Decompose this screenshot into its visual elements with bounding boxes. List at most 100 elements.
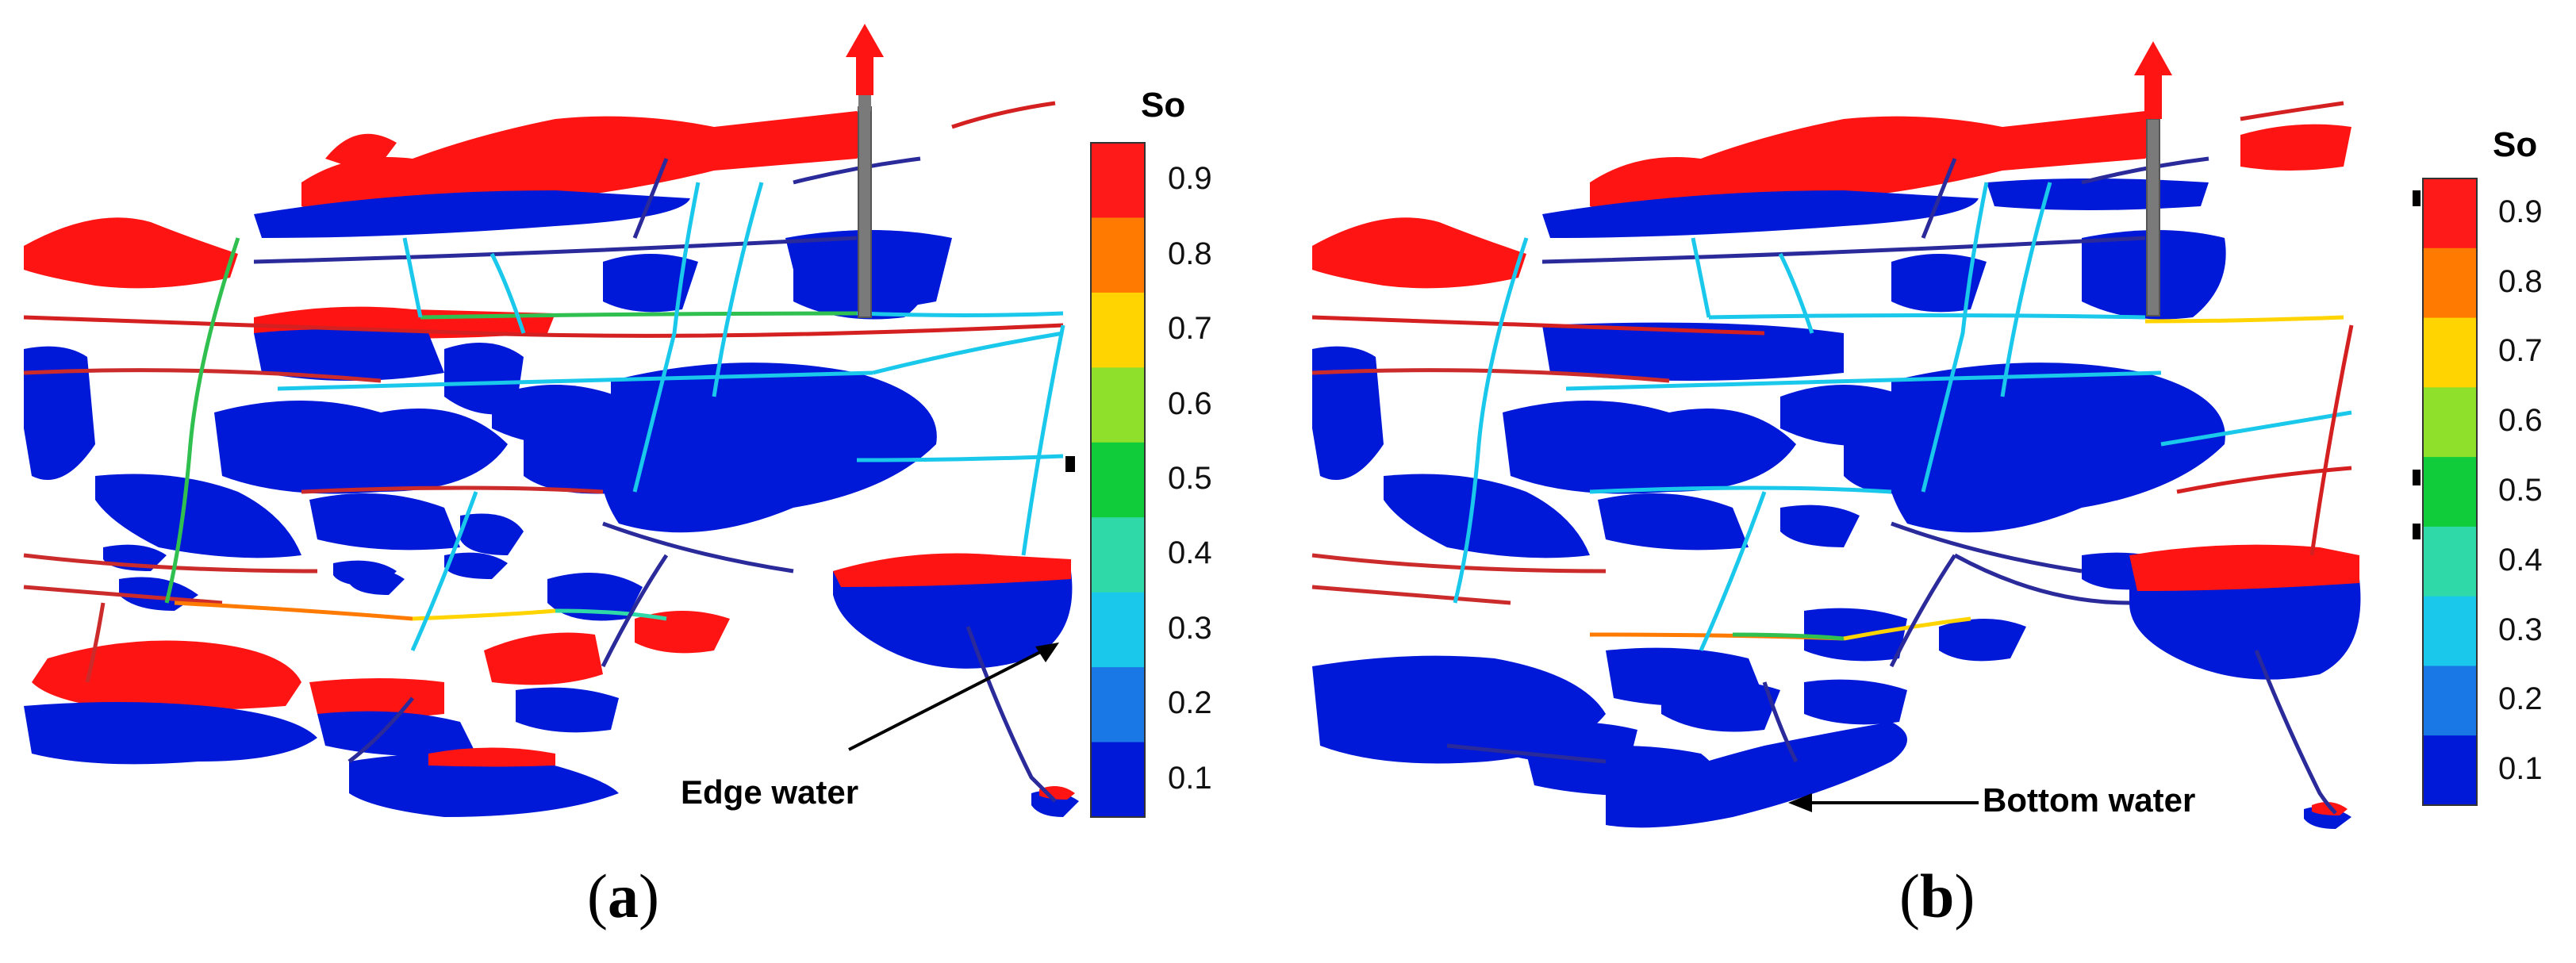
colorbar [1090, 142, 1146, 818]
colorbar-title: So [1141, 86, 1186, 125]
colorbar-tick-label: 0.4 [2498, 542, 2543, 577]
water-zone [1987, 178, 2209, 210]
colorbar-tick-label: 0.3 [2498, 612, 2543, 647]
panel-b: So 0.9 0.8 0.7 0.6 0.5 0.4 0.3 0.2 0.1 Bottom wa… [1288, 0, 2576, 963]
water-zone [1503, 401, 1796, 494]
colorbar-segment [1091, 742, 1145, 818]
water-zone [516, 687, 619, 733]
colorbar-tick-label: 0.5 [2498, 473, 2543, 508]
colorbar-tick-label: 0.9 [1168, 161, 1212, 197]
colorbar-tick-label: 0.3 [1168, 610, 1212, 646]
oil-zone [309, 678, 444, 718]
panel-a: So 0.9 0.8 0.7 0.6 0.5 0.4 0.3 0.2 0.1 Edge wate… [23, 24, 1212, 930]
colorbar-tick-label: 0.7 [2498, 333, 2543, 369]
water-zone [309, 493, 460, 551]
water-zone [1542, 322, 1844, 381]
oil-zone [833, 553, 1071, 587]
water-zone [547, 573, 643, 621]
oil-zone [32, 640, 301, 710]
colorbar-segment [2423, 317, 2477, 388]
oil-zone [1312, 217, 1526, 289]
red-up-arrow-icon [2134, 41, 2172, 119]
water-zone [24, 702, 317, 765]
annotation-label: Edge water [681, 773, 859, 811]
colorbar-segment [1091, 667, 1145, 743]
oil-zone [301, 111, 869, 217]
colorbar-tick-label: 0.8 [2498, 263, 2543, 299]
water-zone [1312, 346, 1384, 480]
colorbar-segment [1091, 442, 1145, 518]
colorbar-tick-label: 0.2 [2498, 681, 2543, 717]
water-zone [254, 190, 690, 238]
colorbar-tick-label: 0.6 [2498, 403, 2543, 439]
reservoir-model-b [1311, 41, 2478, 829]
water-zone [1606, 722, 1907, 828]
colorbar-segment [2423, 666, 2477, 736]
water-zone [1598, 493, 1749, 551]
water-zone [1891, 254, 1987, 313]
colorbar-segment [1091, 143, 1145, 218]
colorbar-segment [2423, 247, 2477, 319]
oil-zone [428, 747, 555, 767]
water-zone [444, 552, 508, 579]
colorbar-tick-label: 0.1 [2498, 751, 2543, 787]
water-zone [2018, 436, 2113, 479]
panel-label-b: (b) [1899, 861, 1975, 930]
oil-zone [2129, 544, 2359, 591]
colorbar-segment [2423, 387, 2477, 458]
water-zone [460, 513, 524, 555]
colorbar-tick-label: 0.4 [1168, 535, 1212, 571]
colorbar-segment [2423, 526, 2477, 597]
colorbar-segment [1091, 592, 1145, 668]
colorbar-segment [1091, 367, 1145, 443]
water-zone [524, 423, 651, 494]
water-zone [1804, 679, 1907, 725]
water-zone [1780, 385, 1907, 447]
colorbar-segment [1091, 217, 1145, 294]
colorbar-segment [1091, 292, 1145, 368]
colorbar-segment [2423, 596, 2477, 666]
oil-zone [2240, 124, 2351, 171]
water-zone [1780, 505, 1860, 547]
water-zone [1844, 436, 1939, 494]
water-zone [349, 754, 619, 817]
colorbar-tick-label: 0.9 [2498, 194, 2543, 229]
oil-zone [635, 611, 730, 654]
reservoir-model-a [23, 24, 1146, 818]
well-icon [2146, 118, 2160, 317]
oil-zone [484, 632, 603, 685]
colorbar-tick-label: 0.2 [1168, 685, 1212, 721]
oil-zone [1590, 111, 2157, 217]
water-zone [603, 254, 698, 313]
colorbar [2422, 178, 2478, 806]
colorbar-tick-label: 0.6 [1168, 386, 1212, 421]
colorbar-segment [1091, 517, 1145, 593]
colorbar-segment [2423, 457, 2477, 528]
water-zone [1661, 679, 1780, 732]
annotation-arrow [848, 645, 1052, 751]
water-zone [833, 560, 1073, 669]
water-zone [1939, 619, 2026, 662]
water-zone [601, 363, 937, 533]
colorbar-segment [2423, 735, 2477, 806]
water-zone [349, 568, 405, 595]
oil-zone [325, 133, 397, 175]
red-up-arrow-icon [846, 24, 884, 95]
colorbar-tick-label: 0.8 [1168, 236, 1212, 271]
water-zone [1542, 190, 1979, 238]
colorbar-title: So [2493, 125, 2538, 164]
colorbar-segment [2423, 178, 2477, 249]
panel-label-a: (a) [587, 861, 659, 930]
water-zone [95, 474, 301, 558]
water-zone [214, 401, 508, 494]
colorbar-tick-label: 0.7 [1168, 311, 1212, 347]
water-zone [254, 329, 444, 381]
oil-zone [24, 217, 238, 289]
water-zone [24, 346, 95, 480]
annotation-label: Bottom water [1983, 781, 2196, 819]
colorbar-tick-label: 0.5 [1168, 461, 1212, 496]
well-icon [858, 106, 872, 318]
water-zone [1384, 474, 1590, 558]
colorbar-tick-label: 0.1 [1168, 760, 1212, 796]
water-zone [317, 711, 476, 757]
